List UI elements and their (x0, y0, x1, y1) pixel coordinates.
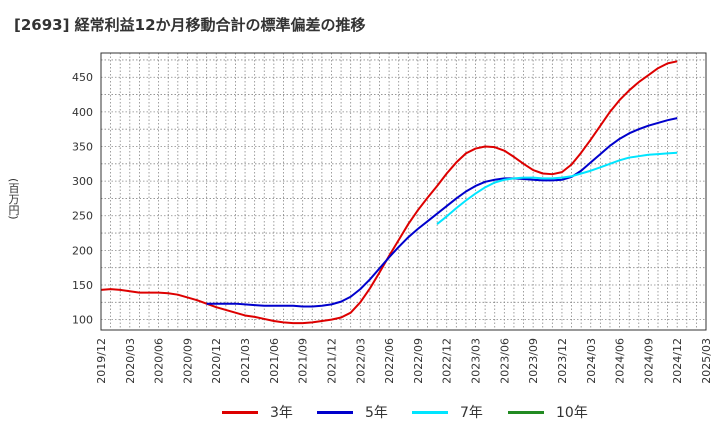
x-tick-label: 2024/09 (642, 338, 655, 384)
x-tick-label: 2022/03 (354, 338, 367, 384)
x-tick-label: 2024/03 (585, 338, 598, 384)
legend-label: 5年 (365, 405, 388, 421)
x-tick-label: 2022/12 (441, 338, 454, 384)
x-tick-label: 2020/03 (124, 338, 137, 384)
x-tick-label: 2021/06 (268, 338, 281, 384)
x-tick-label: 2021/09 (297, 338, 310, 384)
x-tick-label: 2023/03 (470, 338, 483, 384)
x-tick-label: 2025/03 (700, 338, 713, 384)
chart-title: [2693] 経常利益12か月移動合計の標準偏差の推移 (14, 16, 366, 34)
y-tick-label: 450 (72, 71, 93, 84)
y-axis-unit-label: (百万円) (7, 178, 20, 220)
legend-label: 3年 (270, 405, 293, 421)
x-tick-label: 2023/09 (527, 338, 540, 384)
legend-swatch (222, 410, 258, 414)
series-lines (100, 60, 678, 325)
legend-item-3: 10年 (508, 402, 588, 422)
y-tick-label: 250 (72, 210, 93, 223)
y-tick-labels: 100 150 200 250 300 350 400 450 (72, 71, 93, 326)
legend-swatch (508, 410, 544, 414)
x-tick-label: 2020/06 (153, 338, 166, 384)
y-tick-label: 150 (72, 279, 93, 292)
legend-item-0: 3年 (222, 402, 293, 422)
x-tick-label: 2021/03 (239, 338, 252, 384)
y-tick-label: 350 (72, 140, 93, 153)
legend-swatch (412, 410, 448, 414)
legend: 3年 5年 7年 10年 (0, 402, 720, 426)
legend-swatch (317, 410, 353, 414)
x-tick-label: 2022/06 (383, 338, 396, 384)
series-line-2 (436, 151, 678, 225)
x-tick-label: 2020/09 (181, 338, 194, 384)
legend-label: 10年 (556, 405, 588, 421)
y-tick-label: 200 (72, 244, 93, 257)
x-tick-label: 2021/12 (325, 338, 338, 384)
series-line-1 (206, 117, 678, 308)
x-tick-label: 2019/12 (95, 338, 108, 384)
legend-item-2: 7年 (412, 402, 483, 422)
plot-frame (100, 52, 707, 331)
x-tick-label: 2020/12 (210, 338, 223, 384)
x-tick-label: 2023/06 (498, 338, 511, 384)
y-tick-label: 100 (72, 314, 93, 327)
x-tick-label: 2022/09 (412, 338, 425, 384)
y-tick-label: 300 (72, 175, 93, 188)
grid-lines (100, 53, 707, 330)
series-line-0 (100, 60, 678, 325)
x-tick-labels: 2019/12 2020/03 2020/06 2020/09 2020/12 2021/… (95, 338, 713, 384)
legend-label: 7年 (460, 405, 483, 421)
x-tick-label: 2024/12 (671, 338, 684, 384)
x-tick-label: 2024/06 (614, 338, 627, 384)
legend-item-1: 5年 (317, 402, 388, 422)
y-tick-label: 400 (72, 106, 93, 119)
x-tick-label: 2023/12 (556, 338, 569, 384)
